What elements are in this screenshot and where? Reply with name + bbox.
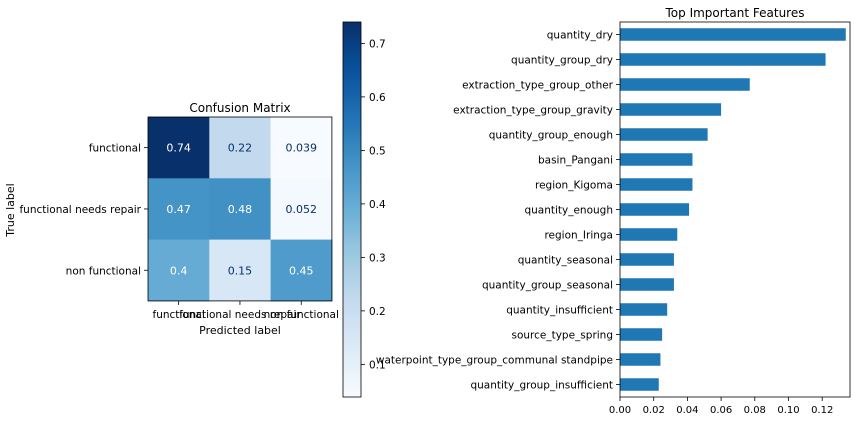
cm-row-label: functional [89, 143, 141, 155]
feature-label: quantity_group_enough [489, 130, 613, 142]
cm-cell [148, 117, 210, 179]
cm-cell-value: 0.74 [166, 142, 191, 155]
cm-row-label: non functional [66, 265, 141, 277]
feature-bar [620, 28, 846, 41]
feature-label: waterpoint_type_group_communal standpipe [376, 355, 613, 367]
feature-bar [620, 328, 663, 341]
feature-xtick-label: 0.04 [676, 405, 698, 416]
cm-cell-value: 0.45 [289, 264, 314, 277]
confusion-matrix-ylabel: True label [4, 183, 17, 237]
feature-bar [620, 153, 693, 166]
cm-cell [148, 239, 210, 302]
cm-cell [270, 239, 333, 302]
feature-label: region_Iringa [544, 230, 613, 242]
feature-bar [620, 228, 678, 241]
colorbar-tick-label: 0.4 [369, 199, 386, 211]
feature-xtick-label: 0.06 [710, 405, 732, 416]
colorbar-gradient [342, 21, 362, 398]
confusion-matrix-xlabel: Predicted label [199, 324, 281, 337]
cm-cell [209, 178, 272, 241]
feature-label: source_type_spring [511, 330, 613, 342]
feature-label: quantity_dry [547, 30, 613, 42]
feature-bar [620, 303, 668, 316]
feature-bar [620, 278, 674, 291]
cm-cell-value: 0.47 [166, 203, 191, 216]
confusion-matrix: Confusion Matrix 0.74 0.22 0.039 0.47 0.48 0.… [4, 101, 339, 337]
feature-bar [620, 53, 826, 66]
feature-bar [620, 353, 661, 366]
colorbar-tick-label: 0.7 [369, 38, 386, 50]
colorbar-tick-label: 0.2 [369, 306, 386, 318]
cm-col-label: non functional [264, 309, 339, 321]
confusion-matrix-title: Confusion Matrix [189, 101, 290, 115]
feature-importance-chart: Top Important Features quantity_dryquant… [376, 6, 851, 416]
cm-cell-value: 0.4 [170, 264, 188, 277]
colorbar-tick-label: 0.3 [369, 252, 386, 264]
cm-col-label: functional needs repair [179, 309, 301, 321]
feature-label: quantity_insufficient [506, 305, 613, 317]
colorbar-tick-label: 0.1 [369, 359, 386, 371]
feature-label: quantity_group_seasonal [482, 280, 613, 292]
feature-label: basin_Pangani [538, 155, 613, 167]
feature-bar [620, 378, 659, 391]
feature-xtick-label: 0.08 [744, 405, 766, 416]
feature-label: extraction_type_group_other [462, 80, 614, 92]
colorbar: 0.1 0.2 0.3 0.4 0.5 0.6 0.7 [342, 21, 386, 398]
cm-col-label: functional [153, 309, 205, 321]
feature-bar [620, 78, 750, 91]
feature-bar [620, 128, 708, 141]
feature-label: quantity_seasonal [518, 255, 613, 267]
feature-label: quantity_group_insufficient [470, 380, 613, 392]
feature-xtick-label: 0.00 [609, 405, 631, 416]
feature-bar [620, 203, 690, 216]
feature-label: quantity_enough [524, 205, 613, 217]
cm-cell-value: 0.039 [286, 142, 318, 155]
cm-cell [270, 117, 333, 179]
cm-cell [209, 117, 272, 179]
cm-cell-value: 0.22 [228, 142, 253, 155]
feature-label: quantity_group_dry [511, 55, 613, 67]
cm-cell [209, 239, 272, 302]
cm-row-label: functional needs repair [19, 204, 141, 216]
cm-cell [148, 178, 210, 241]
colorbar-tick-label: 0.6 [369, 92, 386, 104]
feature-xtick-label: 0.10 [777, 405, 799, 416]
feature-bar [620, 178, 693, 191]
feature-xtick-label: 0.12 [811, 405, 833, 416]
cm-cell [270, 178, 333, 241]
feature-label: extraction_type_group_gravity [453, 105, 613, 117]
feature-bar [620, 253, 674, 266]
cm-cell-value: 0.052 [286, 203, 318, 216]
feature-label: region_Kigoma [535, 180, 613, 192]
colorbar-tick-label: 0.5 [369, 145, 386, 157]
cm-cell-value: 0.48 [228, 203, 253, 216]
feature-importance-title: Top Important Features [665, 6, 805, 20]
feature-axes-frame [619, 21, 851, 398]
feature-xtick-label: 0.02 [643, 405, 665, 416]
cm-cell-value: 0.15 [228, 264, 253, 277]
feature-bar [620, 103, 722, 116]
